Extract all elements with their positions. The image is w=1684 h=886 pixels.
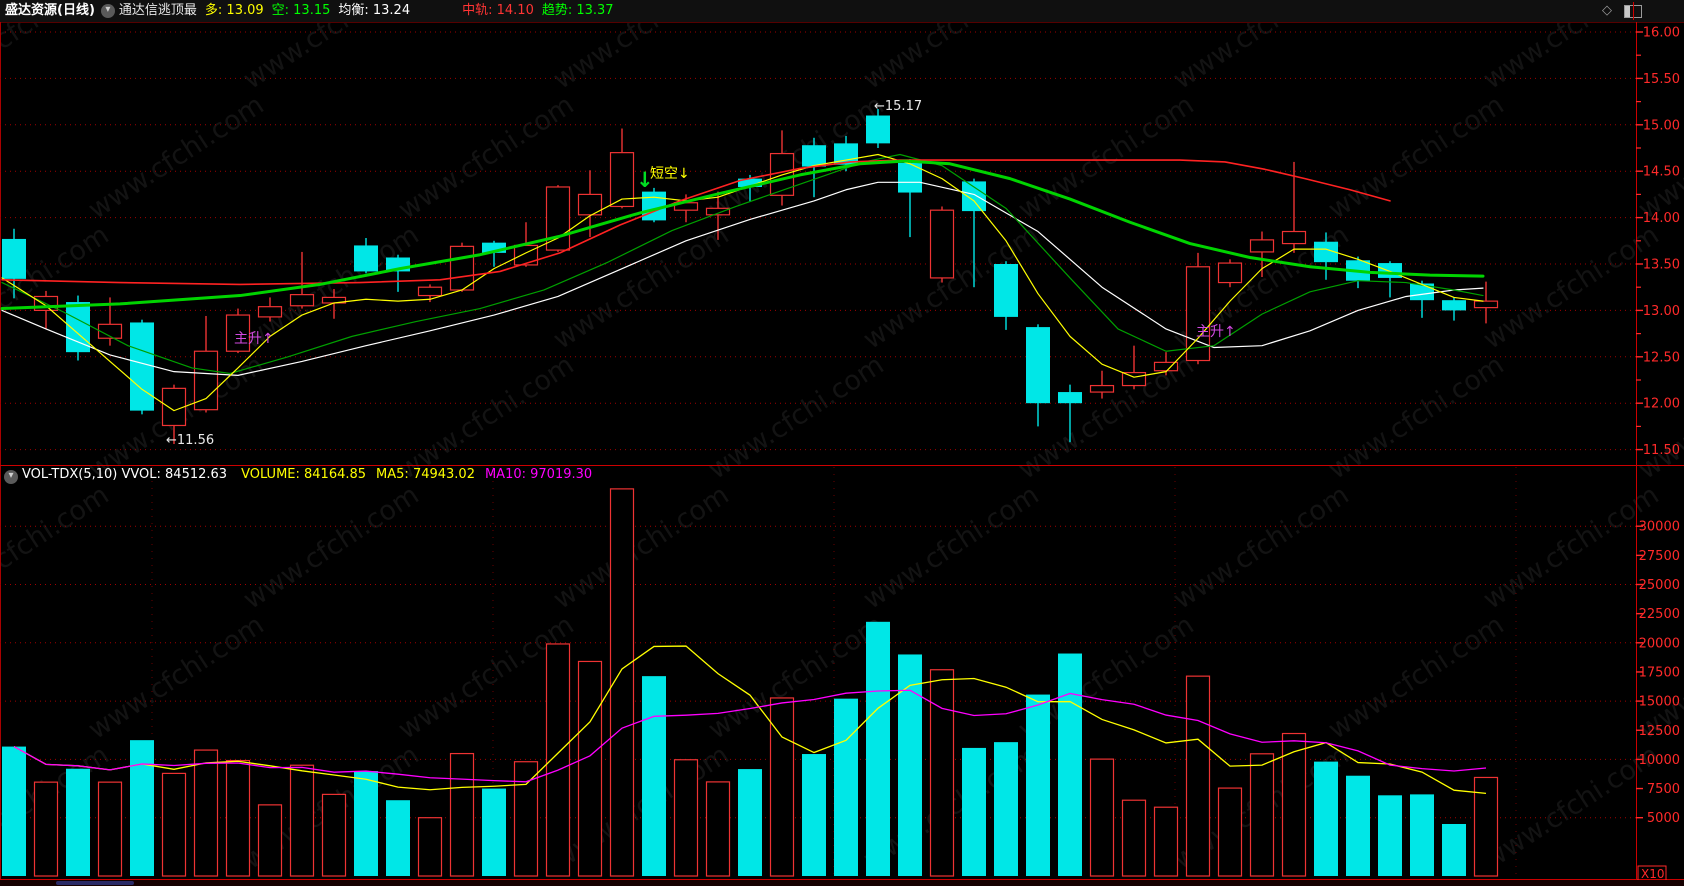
price-axis-label: 13.00 — [1643, 304, 1680, 319]
zhonggui-indicator-line — [1, 159, 1391, 286]
volume-axis-label: 12500 — [1639, 724, 1680, 739]
vol-chevron-circle-icon[interactable]: ▾ — [4, 470, 18, 484]
price-axis-label: 13.50 — [1643, 258, 1680, 273]
junheng-value: 均衡: 13.24 — [338, 3, 411, 18]
zhonggui-value: 中轨: 14.10 — [462, 3, 534, 18]
volume-axis-label: 15000 — [1639, 695, 1680, 710]
price-axis-label: 14.00 — [1643, 211, 1680, 226]
rally-label-2: 主升↑ — [1196, 324, 1236, 340]
volume-axis-label: 20000 — [1639, 636, 1680, 651]
vol-ma10-value: MA10: 97019.30 — [484, 467, 593, 482]
indicator-name: 通达信逃顶最 — [118, 3, 197, 18]
junheng-indicator-line — [1, 181, 1484, 376]
low-price-annotation: ←11.56 — [166, 433, 215, 448]
price-axis-label: 14.50 — [1643, 165, 1680, 180]
price-axis-label: 11.50 — [1643, 443, 1680, 458]
price-axis-label: 12.00 — [1643, 397, 1680, 412]
volume-axis-label: 17500 — [1639, 665, 1680, 680]
duo-value: 多: 13.09 — [204, 3, 264, 18]
price-axis-label: 16.00 — [1643, 26, 1680, 41]
price-axis-label: 12.50 — [1643, 350, 1680, 365]
qushi-value: 趋势: 13.37 — [541, 3, 614, 18]
stock-title: 盛达资源(日线) — [5, 3, 95, 18]
kong-indicator-line — [1, 153, 1484, 375]
volume-header: ▾ VOL-TDX(5,10) VVOL: 84512.63 VOLUME: 841… — [0, 466, 1630, 484]
short-signal-label: 短空↓ — [650, 166, 690, 182]
vol-volume-value: VOLUME: 84164.85 — [241, 467, 367, 482]
bottom-scrollbar[interactable] — [0, 880, 1684, 886]
rally-label-1: 主升↑ — [234, 331, 274, 347]
volume-axis-label: 7500 — [1647, 782, 1680, 797]
volume-multiplier-badge: X10 — [1641, 867, 1665, 881]
indicator-title-bar: 盛达资源(日线) ▾ 通达信逃顶最 多: 13.09 空: 13.15 均衡: 13.24… — [0, 0, 1684, 22]
high-price-annotation: ←15.17 — [874, 99, 923, 114]
volume-axis-label: 5000 — [1647, 811, 1680, 826]
price-axis-label: 15.00 — [1643, 118, 1680, 133]
volume-axis-label: 25000 — [1639, 578, 1680, 593]
short-signal-arrow-icon: ↓ — [636, 168, 654, 192]
chevron-circle-icon[interactable]: ▾ — [100, 4, 115, 18]
volume-axis-label: 10000 — [1639, 753, 1680, 768]
volume-axis-label: 30000 — [1639, 520, 1680, 535]
topbar-divider — [1633, 2, 1634, 20]
scrollbar-thumb[interactable] — [56, 881, 134, 885]
volume-axis-label: 27500 — [1639, 549, 1680, 564]
diamond-icon[interactable]: ◇ — [1602, 3, 1612, 18]
vol-ma5-value: MA5: 74943.02 — [376, 467, 475, 482]
kong-value: 空: 13.15 — [271, 3, 331, 18]
volume-axis-label: 22500 — [1639, 607, 1680, 622]
qushi-indicator-line — [0, 159, 1485, 311]
price-axis-label: 15.50 — [1643, 72, 1680, 87]
vol-indicator-name: VOL-TDX(5,10) VVOL: 84512.63 — [22, 467, 228, 482]
